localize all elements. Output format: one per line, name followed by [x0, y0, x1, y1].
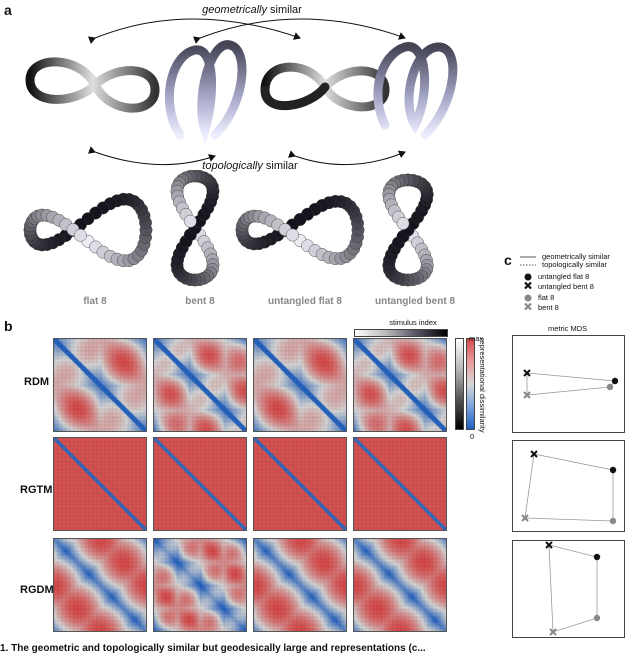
- row-label-rgdm: RGDM: [20, 584, 54, 596]
- matrix-rgdm-2: [153, 538, 247, 632]
- topological-similarity-label: topologically similar: [202, 160, 298, 172]
- panel-a-label: a: [4, 2, 12, 18]
- stimulus-label-untangled-bent-8: untangled bent 8: [375, 296, 455, 307]
- stimulus-index-label: stimulus index: [389, 318, 437, 327]
- legend-symbols: [520, 256, 536, 311]
- mds-title: metric MDS: [548, 324, 588, 333]
- tube-stimuli-row: [25, 40, 458, 146]
- matrix-rgtm-4: [353, 437, 447, 531]
- legend-geometric-label: geometrically similar: [542, 252, 610, 261]
- matrix-rgdm-3: [253, 538, 347, 632]
- matrix-rdm-1: [53, 338, 147, 432]
- mds-plot-rgdm: [512, 540, 625, 638]
- bent-8-tube: [164, 40, 247, 146]
- stimulus-index-bar: [354, 329, 448, 337]
- stimulus-label-bent-8: bent 8: [185, 296, 215, 307]
- legend-untangled-bent-8: untangled bent 8: [538, 282, 594, 291]
- geometric-similarity-label: geometrically similar: [202, 4, 302, 16]
- flat-8-tube: [25, 57, 160, 113]
- bead-stimulus-0: [23, 192, 153, 268]
- matrix-rgdm-1: [53, 538, 147, 632]
- matrix-rdm-2: [153, 338, 247, 432]
- untangled-bent-8-tube: [373, 42, 458, 140]
- row-label-rgtm: RGTM: [20, 484, 53, 496]
- untangled-flat-8-tube: [260, 62, 390, 112]
- bead-stimulus-2: [235, 195, 365, 266]
- stimulus-index-colorbar: [455, 338, 464, 430]
- stimulus-label-flat-8: flat 8: [83, 296, 107, 307]
- bead-stimulus-3: [382, 173, 434, 287]
- row-label-rdm: RDM: [24, 376, 50, 388]
- panel-c-label: c: [504, 252, 512, 268]
- panel-b-label: b: [4, 318, 13, 334]
- similarity-arrows: [87, 18, 406, 166]
- matrix-rgtm-2: [153, 437, 247, 531]
- matrix-rgtm-3: [253, 437, 347, 531]
- bead-stimulus-1: [170, 170, 220, 287]
- matrix-rgtm-1: [53, 437, 147, 531]
- representational-dissimilarity-label: representational dissimilarity: [478, 338, 487, 433]
- mds-plot-rgtm: [512, 440, 625, 532]
- legend-flat-8: flat 8: [538, 293, 555, 302]
- bead-stimuli-row: [23, 170, 434, 287]
- legend-topological-label: topologically similar: [542, 260, 608, 269]
- dissimilarity-colorbar: [466, 338, 475, 430]
- legend-bent-8: bent 8: [538, 303, 559, 312]
- legend-untangled-flat-8: untangled flat 8: [538, 272, 590, 281]
- matrix-rgdm-4: [353, 538, 447, 632]
- colorbar-max-label: max: [469, 334, 484, 343]
- matrix-rdm-4: [353, 338, 447, 432]
- colorbar-min-label: 0: [470, 432, 475, 441]
- stimulus-label-untangled-flat-8: untangled flat 8: [268, 296, 342, 307]
- figure-caption: 1. The geometric and topologically simil…: [0, 643, 426, 654]
- matrix-rdm-3: [253, 338, 347, 432]
- mds-plot-rdm: [512, 335, 625, 433]
